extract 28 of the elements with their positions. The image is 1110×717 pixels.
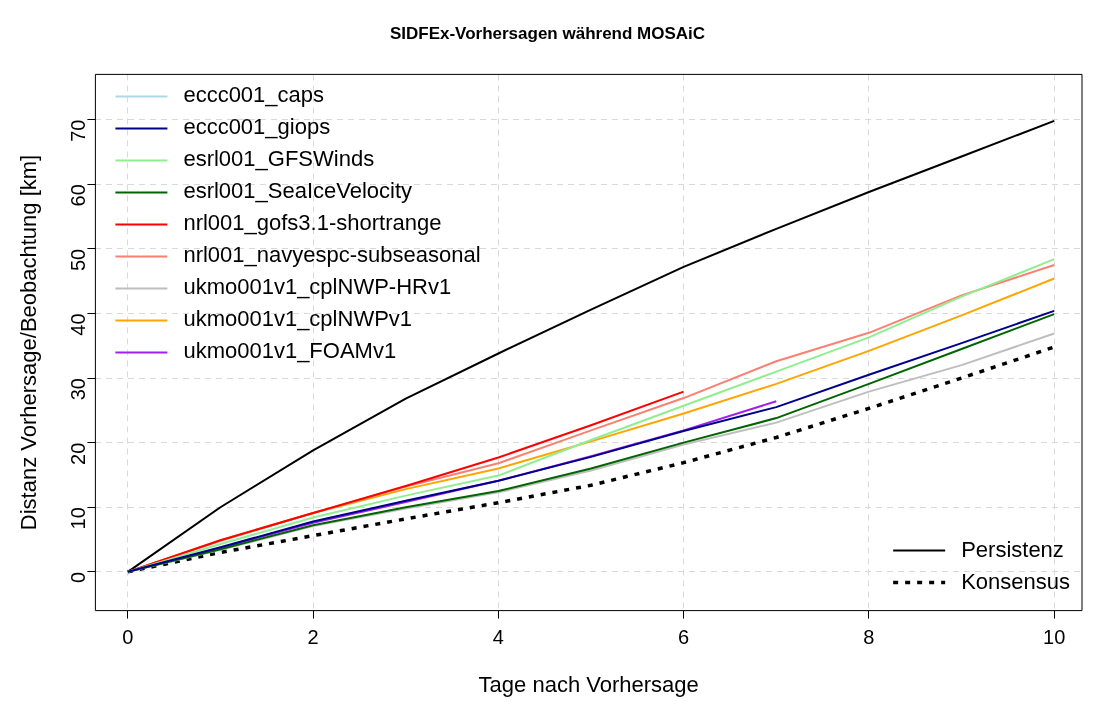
x-tick-label: 6 — [678, 626, 690, 649]
x-tick-label: 2 — [307, 626, 319, 649]
y-tick-label: 50 — [66, 248, 89, 272]
y-tick-label: 30 — [66, 378, 89, 401]
y-tick-label: 70 — [66, 119, 89, 142]
x-tick-label: 0 — [122, 626, 134, 649]
legend-label: nrl001_navyespc-subseasonal — [183, 242, 481, 268]
y-axis-title: Distanz Vorhersage/Beobachtung [km] — [16, 154, 42, 531]
y-tick-label: 40 — [66, 313, 89, 336]
legend-label: Konsensus — [961, 568, 1071, 594]
legend-label: Persistenz — [961, 536, 1064, 562]
x-axis-title: Tage nach Vorhersage — [478, 671, 699, 697]
x-tick-label: 8 — [863, 626, 875, 649]
y-tick-label: 20 — [66, 442, 89, 465]
y-tick-label: 60 — [66, 184, 89, 207]
chart-title: SIDFEx-Vorhersagen während MOSAiC — [389, 23, 706, 43]
legend-label: eccc001_caps — [183, 82, 325, 108]
legend-label: esrl001_SeaIceVelocity — [183, 178, 413, 204]
legend-label: nrl001_gofs3.1-shortrange — [183, 210, 442, 236]
legend-label: ukmo001v1_cplNWP-HRv1 — [183, 274, 452, 300]
legend-label: eccc001_giops — [183, 114, 331, 140]
legend-label: esrl001_GFSWinds — [183, 146, 375, 172]
y-tick-label: 10 — [66, 507, 89, 530]
y-tick-label: 0 — [66, 571, 89, 583]
legend-label: ukmo001v1_cplNWPv1 — [183, 306, 413, 332]
legend-label: ukmo001v1_FOAMv1 — [183, 338, 397, 364]
x-tick-label: 4 — [492, 626, 504, 649]
x-tick-label: 10 — [1043, 626, 1066, 649]
